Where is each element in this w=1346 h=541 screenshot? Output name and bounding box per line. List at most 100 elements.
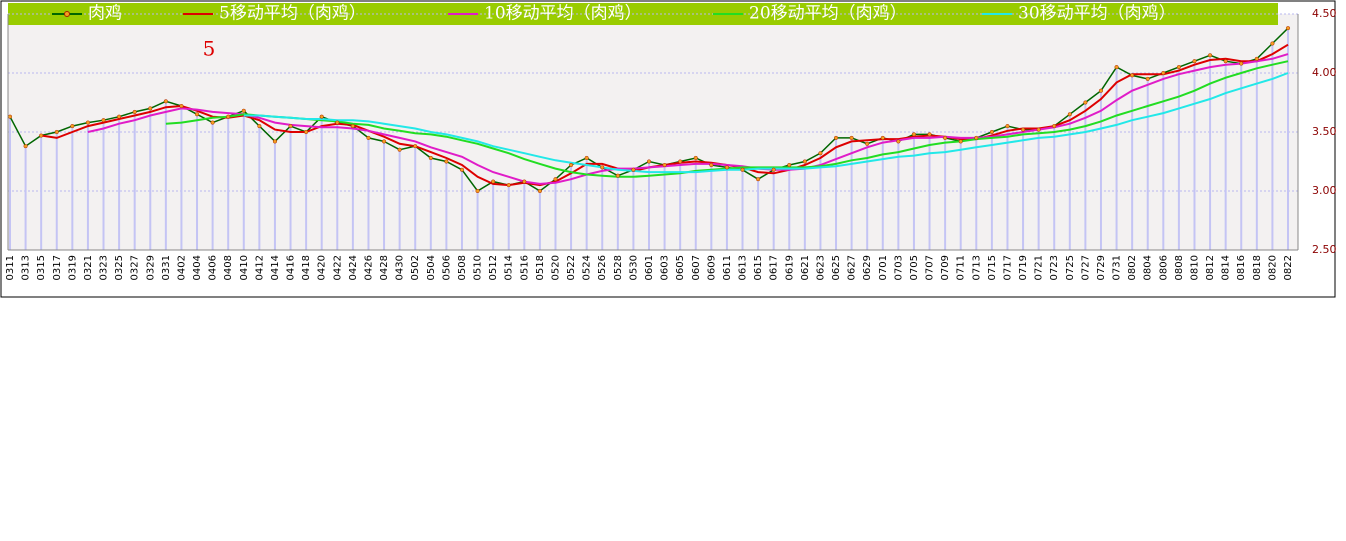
x-tick-label: 0711 — [956, 255, 967, 280]
point — [1052, 124, 1057, 129]
point — [724, 165, 729, 170]
x-tick-label: 0504 — [426, 255, 437, 280]
legend-label: 10移动平均（肉鸡） — [484, 4, 642, 24]
x-tick-label: 0323 — [99, 255, 110, 280]
point — [257, 124, 262, 129]
point — [475, 188, 480, 194]
series-line — [243, 72, 1289, 174]
point — [444, 159, 449, 164]
plot — [7, 13, 1298, 251]
legend: 肉鸡 5移动平均（肉鸡） 10移动平均（肉鸡） 20移动平均（肉鸡） 30移动平均（肉鸡… — [52, 4, 1176, 24]
x-tick-label: 0715 — [987, 255, 998, 280]
point — [943, 135, 948, 140]
point — [1083, 100, 1088, 105]
point — [1208, 53, 1213, 58]
x-tick-label: 0520 — [550, 255, 561, 280]
point — [865, 141, 870, 146]
x-tick-label: 0613 — [738, 255, 749, 280]
point — [693, 155, 698, 161]
x-tick-label: 0512 — [488, 255, 499, 280]
x-tick-label: 0709 — [940, 255, 951, 280]
x-tick-label: 0701 — [878, 255, 889, 280]
x-tick-label: 0629 — [862, 255, 873, 280]
point — [1067, 112, 1072, 117]
point — [1270, 41, 1275, 46]
x-tick-label: 0818 — [1252, 255, 1263, 280]
point — [818, 151, 823, 156]
x-tick-label: 0414 — [270, 255, 281, 280]
point — [787, 162, 792, 168]
point — [304, 129, 309, 135]
point — [70, 124, 75, 129]
point — [366, 135, 371, 140]
point — [210, 120, 215, 125]
point — [148, 106, 153, 111]
point — [740, 167, 745, 172]
point — [553, 177, 558, 182]
x-tick-label: 0526 — [597, 255, 608, 280]
point — [802, 159, 807, 164]
point — [849, 135, 854, 140]
point — [537, 188, 542, 194]
point — [833, 135, 839, 140]
point — [288, 124, 293, 129]
x-tick-label: 0627 — [847, 255, 858, 280]
x-tick-label: 0806 — [1158, 255, 1169, 280]
x-tick-label: 0528 — [613, 255, 624, 280]
x-tick-label: 0820 — [1267, 255, 1278, 280]
x-tick-label: 0725 — [1065, 255, 1076, 280]
x-tick-label: 0705 — [909, 255, 920, 280]
x-tick-label: 0621 — [800, 255, 811, 280]
x-tick-label: 0721 — [1034, 255, 1045, 280]
point — [101, 118, 106, 123]
point — [927, 132, 932, 137]
x-tick-label: 0410 — [239, 255, 250, 280]
x-tick-label: 0402 — [176, 255, 187, 280]
point — [1036, 127, 1041, 132]
x-tick-label: 0311 — [5, 255, 16, 280]
y-tick-label: 2.50 — [1312, 243, 1337, 256]
x-tick-label: 0522 — [566, 255, 577, 280]
x-tick-label: 0321 — [83, 255, 94, 280]
point — [319, 114, 324, 119]
point — [428, 155, 433, 161]
x-tick-label: 0530 — [628, 255, 639, 280]
x-tick-label: 0617 — [769, 255, 780, 280]
x-tick-label: 0430 — [395, 255, 406, 280]
x-tick-label: 0319 — [67, 255, 78, 280]
point — [1130, 73, 1135, 78]
x-tick-label: 0727 — [1080, 255, 1091, 280]
x-tick-label: 0416 — [286, 255, 297, 280]
point — [880, 135, 885, 140]
x-tick-label: 0331 — [161, 255, 172, 280]
point — [7, 114, 13, 119]
point — [1176, 65, 1181, 70]
x-tick-label: 0802 — [1127, 255, 1138, 280]
point — [1161, 70, 1166, 76]
x-tick-label: 0804 — [1143, 255, 1154, 280]
x-tick-label: 0418 — [301, 255, 312, 280]
y-tick-label: 4.00 — [1312, 66, 1337, 79]
x-tick-label: 0424 — [348, 255, 359, 280]
point — [194, 112, 200, 117]
x-tick-label: 0707 — [925, 255, 936, 280]
point — [709, 162, 714, 168]
x-tick-label: 0623 — [815, 255, 826, 280]
point — [39, 133, 44, 138]
point — [179, 103, 184, 109]
x-tick-label: 0325 — [114, 255, 125, 280]
point — [569, 162, 574, 168]
point — [1192, 59, 1197, 64]
point — [132, 109, 137, 114]
point — [1005, 124, 1010, 129]
legend-label: 5移动平均（肉鸡） — [219, 4, 366, 24]
annotation: 5 — [203, 37, 216, 61]
point — [335, 120, 340, 125]
point — [350, 124, 355, 129]
x-tick-label: 0603 — [660, 255, 671, 280]
x-tick-label: 0502 — [410, 255, 421, 280]
point — [646, 159, 652, 164]
x-tick-label: 0406 — [208, 255, 219, 280]
